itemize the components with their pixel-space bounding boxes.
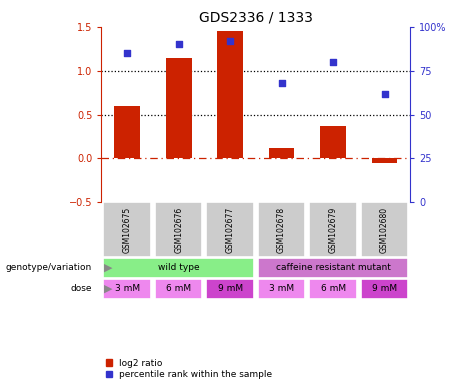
Bar	[103, 279, 151, 299]
Text: 3 mM: 3 mM	[115, 285, 140, 293]
Legend: log2 ratio, percentile rank within the sample: log2 ratio, percentile rank within the s…	[106, 359, 272, 379]
Text: 9 mM: 9 mM	[372, 285, 397, 293]
Text: wild type: wild type	[158, 263, 200, 272]
Bar	[320, 126, 346, 159]
Point	[124, 50, 131, 56]
Bar	[103, 258, 254, 278]
Bar	[258, 258, 408, 278]
Bar	[258, 279, 305, 299]
Bar	[309, 279, 357, 299]
Text: 6 mM: 6 mM	[166, 285, 191, 293]
Bar	[309, 202, 357, 257]
Text: GSM102675: GSM102675	[123, 207, 132, 253]
Bar	[155, 279, 202, 299]
Text: ▶: ▶	[104, 263, 112, 273]
Bar	[258, 202, 305, 257]
Text: GSM102676: GSM102676	[174, 207, 183, 253]
Point	[278, 80, 285, 86]
Point	[381, 91, 388, 97]
Bar	[207, 279, 254, 299]
Text: GSM102680: GSM102680	[380, 207, 389, 253]
Bar	[361, 279, 408, 299]
Text: GSM102679: GSM102679	[329, 207, 337, 253]
Point	[329, 59, 337, 65]
Point	[226, 38, 234, 44]
Text: caffeine resistant mutant: caffeine resistant mutant	[276, 263, 390, 272]
Point	[175, 41, 183, 48]
Text: 3 mM: 3 mM	[269, 285, 294, 293]
Bar	[217, 31, 243, 159]
Text: dose: dose	[71, 285, 92, 293]
Bar	[269, 148, 295, 159]
Bar	[207, 202, 254, 257]
Text: 6 mM: 6 mM	[320, 285, 346, 293]
Bar	[372, 159, 397, 163]
Text: ▶: ▶	[104, 284, 112, 294]
Bar	[155, 202, 202, 257]
Bar	[166, 58, 191, 159]
Text: GSM102677: GSM102677	[225, 207, 235, 253]
Bar	[361, 202, 408, 257]
Text: genotype/variation: genotype/variation	[6, 263, 92, 272]
Text: GSM102678: GSM102678	[277, 207, 286, 253]
Text: 9 mM: 9 mM	[218, 285, 242, 293]
Title: GDS2336 / 1333: GDS2336 / 1333	[199, 10, 313, 24]
Bar	[114, 106, 140, 159]
Bar	[103, 202, 151, 257]
